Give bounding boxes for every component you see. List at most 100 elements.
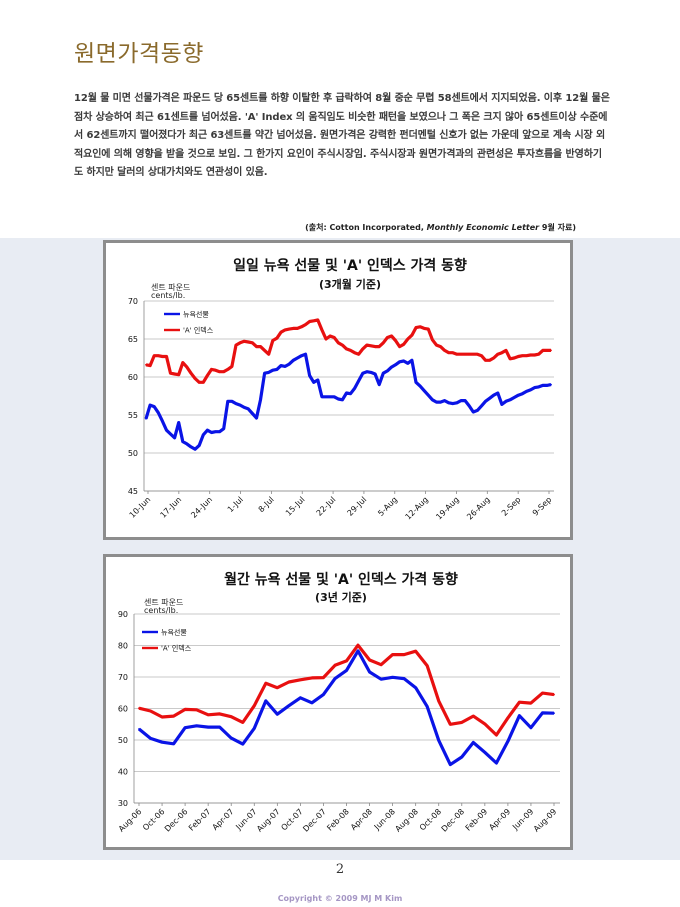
y-tick-label: 70 [128, 297, 138, 306]
data-point [186, 443, 188, 445]
data-point [198, 444, 201, 447]
series-line [137, 649, 555, 767]
data-point [177, 421, 180, 424]
data-point [394, 339, 397, 342]
data-point [435, 344, 438, 346]
data-point [480, 354, 483, 357]
x-tick-label: Dec-08 [440, 807, 467, 834]
data-point [321, 395, 323, 398]
source-suffix: 9월 자료) [539, 223, 576, 232]
data-point [325, 338, 327, 340]
copyright-notice: Copyright © 2009 MJ M Kim [277, 894, 403, 903]
data-point [195, 724, 198, 727]
data-point [292, 327, 295, 330]
data-point [488, 397, 491, 400]
y-tick-label: 90 [118, 610, 128, 619]
y-tick-label: 30 [118, 799, 128, 808]
data-point [157, 354, 160, 357]
data-point [537, 386, 540, 388]
x-tick-label: 5-Aug [376, 495, 399, 518]
data-point [337, 398, 340, 400]
y-tick-label: 55 [128, 411, 138, 420]
data-point [437, 700, 440, 702]
data-point [341, 344, 344, 346]
data-point [517, 355, 520, 358]
data-point [207, 713, 210, 716]
data-point [345, 669, 348, 672]
data-point [402, 343, 405, 346]
data-point [296, 357, 299, 359]
data-point [361, 348, 364, 350]
data-point [505, 349, 507, 352]
data-point [451, 351, 454, 354]
data-point [235, 402, 237, 405]
data-point [509, 398, 511, 401]
data-point [267, 353, 270, 356]
data-point [353, 351, 356, 354]
unit-label: cents/lb. [151, 291, 185, 300]
x-tick-label: Oct-06 [141, 807, 166, 832]
data-point [288, 704, 290, 707]
data-point [308, 320, 311, 323]
x-tick-label: Dec-07 [301, 807, 328, 834]
x-tick-label: 17-Jun [159, 495, 184, 520]
data-point [311, 677, 313, 679]
data-point [550, 383, 552, 386]
y-tick-label: 50 [118, 736, 128, 745]
data-point [253, 727, 256, 730]
data-point [280, 364, 282, 367]
data-point [507, 740, 509, 743]
data-point [263, 349, 266, 352]
data-point [419, 385, 421, 387]
data-point [460, 756, 463, 758]
data-point [541, 712, 544, 714]
x-tick-label: Aug-08 [393, 807, 420, 834]
data-point [207, 726, 210, 728]
data-point [464, 399, 466, 402]
data-point [357, 644, 359, 647]
series-line [145, 318, 551, 384]
x-tick-label: Oct-08 [418, 807, 443, 832]
data-point [251, 341, 254, 344]
data-point [533, 386, 536, 389]
data-point [553, 712, 555, 715]
data-point [533, 354, 536, 356]
source-publication: Monthly Economic Letter [426, 223, 540, 232]
data-point [530, 702, 532, 704]
data-point [525, 354, 528, 357]
data-point [149, 737, 152, 740]
data-point [231, 365, 233, 368]
data-point [398, 345, 401, 348]
data-point [476, 353, 479, 356]
data-point [165, 355, 168, 358]
data-point [218, 713, 221, 715]
data-point [496, 392, 499, 394]
data-point [276, 713, 279, 716]
data-point [173, 373, 176, 375]
data-point [169, 433, 172, 435]
data-point [165, 429, 168, 432]
data-point [322, 676, 325, 679]
data-point [304, 353, 307, 356]
data-point [202, 381, 205, 384]
body-paragraph: 12월 물 미면 선물가격은 파운드 당 65센트를 하향 이탈한 후 급락하여… [74, 93, 610, 179]
data-point [241, 721, 244, 724]
data-point [276, 337, 278, 340]
data-point [333, 336, 336, 339]
data-point [403, 677, 405, 680]
data-point [299, 678, 302, 681]
data-point [518, 701, 521, 704]
data-point [374, 345, 376, 348]
data-point [370, 371, 372, 374]
data-point [530, 726, 532, 729]
chart-subtitle: (3개월 기준) [319, 277, 381, 291]
data-point [507, 717, 509, 719]
data-point [247, 341, 250, 343]
data-point [161, 741, 163, 744]
data-point [391, 676, 394, 679]
data-point [255, 345, 258, 348]
y-tick-label: 60 [118, 705, 128, 714]
legend-label: 'A' 인덱스 [161, 644, 192, 653]
series-line [138, 643, 555, 737]
data-point [517, 394, 520, 397]
